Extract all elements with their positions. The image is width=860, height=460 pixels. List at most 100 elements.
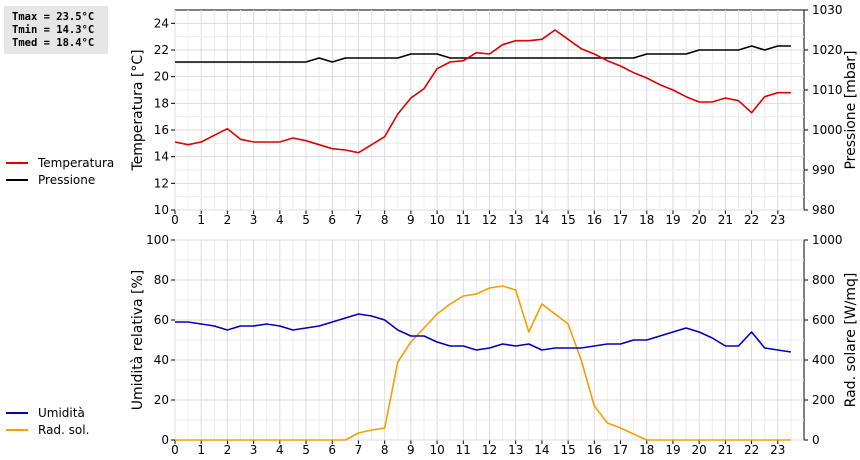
top-ytick-left-label: 18 [154, 96, 169, 110]
bottom-xtick-label: 5 [302, 443, 310, 457]
top-ytick-left-label: 16 [154, 123, 169, 137]
top-xtick-label: 2 [224, 213, 232, 227]
top-xtick-label: 4 [276, 213, 284, 227]
bottom-xtick-label: 10 [429, 443, 444, 457]
top-xtick-label: 14 [534, 213, 549, 227]
bottom-xtick-label: 16 [587, 443, 602, 457]
bottom-xtick-label: 0 [171, 443, 179, 457]
bottom-series-rad-sol- [175, 285, 791, 441]
top-ytick-right-label: 980 [812, 203, 835, 217]
bottom-xtick-label: 18 [639, 443, 654, 457]
legend-label-temperatura: Temperatura [38, 155, 115, 170]
bottom-ytick-left-label: 20 [154, 393, 169, 407]
legend-swatch-pressione [6, 178, 28, 181]
top-ytick-left-label: 20 [154, 70, 169, 84]
top-xtick-label: 23 [770, 213, 785, 227]
bottom-ylabel-left: Umidità relativa [%] [130, 270, 146, 411]
top-ylabel-left: Temperatura [°C] [130, 49, 146, 171]
legend-label-umidita: Umidità [38, 405, 85, 420]
bottom-xtick-label: 4 [276, 443, 284, 457]
bottom-xtick-label: 8 [381, 443, 389, 457]
bottom-ytick-right-label: 1000 [812, 233, 843, 247]
top-ylabel-right: Pressione [mbar] [843, 50, 859, 169]
bottom-ytick-right-label: 400 [812, 353, 835, 367]
legend-item-rad-sol: Rad. sol. [6, 421, 89, 438]
bottom-xtick-label: 22 [744, 443, 759, 457]
top-xtick-label: 19 [665, 213, 680, 227]
bottom-xtick-label: 3 [250, 443, 258, 457]
top-xtick-label: 6 [328, 213, 336, 227]
bottom-xtick-label: 21 [718, 443, 733, 457]
top-ytick-right-label: 1020 [812, 43, 843, 57]
legend-label-rad-sol: Rad. sol. [38, 422, 90, 437]
bottom-ylabel-right: Rad. solare [W/mq] [843, 273, 859, 408]
legend-swatch-temperatura [6, 161, 28, 164]
bottom-xtick-label: 20 [692, 443, 707, 457]
top-series-pressione [175, 45, 791, 63]
bottom-xtick-label: 7 [355, 443, 363, 457]
stats-box: Tmax = 23.5°C Tmin = 14.3°C Tmed = 18.4°… [4, 6, 108, 54]
top-ytick-right-label: 1000 [812, 123, 843, 137]
bottom-xtick-label: 6 [328, 443, 336, 457]
bottom-ytick-left-label: 100 [146, 233, 169, 247]
top-ytick-left-label: 12 [154, 176, 169, 190]
bottom-xtick-label: 12 [482, 443, 497, 457]
bottom-ytick-right-label: 600 [812, 313, 835, 327]
top-ytick-right-label: 1010 [812, 83, 843, 97]
legend-swatch-rad-sol [6, 428, 28, 431]
top-xtick-label: 1 [197, 213, 205, 227]
bottom-ytick-right-label: 200 [812, 393, 835, 407]
bottom-xtick-label: 17 [613, 443, 628, 457]
bottom-xtick-label: 2 [224, 443, 232, 457]
stat-tmax: Tmax = 23.5°C [12, 11, 95, 23]
bottom-ytick-left-label: 60 [154, 313, 169, 327]
top-ytick-right-label: 1030 [812, 3, 843, 17]
bottom-ytick-right-label: 800 [812, 273, 835, 287]
bottom-xtick-label: 23 [770, 443, 785, 457]
top-xtick-label: 5 [302, 213, 310, 227]
top-xtick-label: 3 [250, 213, 258, 227]
legend-label-pressione: Pressione [38, 172, 96, 187]
top-ytick-left-label: 24 [154, 16, 169, 30]
bottom-xtick-label: 1 [197, 443, 205, 457]
top-xtick-label: 11 [456, 213, 471, 227]
top-ytick-right-label: 990 [812, 163, 835, 177]
top-xtick-label: 17 [613, 213, 628, 227]
legend-item-umidita: Umidità [6, 404, 89, 421]
top-series-temperatura [174, 29, 791, 154]
top-ytick-left-label: 14 [154, 150, 169, 164]
top-xtick-label: 0 [171, 213, 179, 227]
top-ytick-left-label: 22 [154, 43, 169, 57]
bottom-xtick-label: 14 [534, 443, 549, 457]
top-xtick-label: 10 [429, 213, 444, 227]
stat-tmed: Tmed = 18.4°C [12, 37, 95, 49]
bottom-xtick-label: 19 [665, 443, 680, 457]
legend-bottom-chart: Umidità Rad. sol. [6, 404, 89, 438]
legend-item-temperatura: Temperatura [6, 154, 114, 171]
stat-tmin: Tmin = 14.3°C [12, 24, 95, 36]
top-xtick-label: 12 [482, 213, 497, 227]
top-ytick-left-label: 10 [154, 203, 169, 217]
bottom-xtick-label: 15 [560, 443, 575, 457]
legend-swatch-umidita [6, 411, 28, 414]
top-xtick-label: 20 [692, 213, 707, 227]
top-xtick-label: 8 [381, 213, 389, 227]
chart-humidity-radiation: 0 1 2 3 4 5 6 7 8 9 10 11 12 13 14 15 16 17 18 19 20 21 22 2302… [130, 233, 859, 457]
bottom-ytick-right-label: 0 [812, 433, 820, 447]
top-xtick-label: 13 [508, 213, 523, 227]
legend-item-pressione: Pressione [6, 171, 114, 188]
bottom-ytick-left-label: 80 [154, 273, 169, 287]
top-xtick-label: 15 [560, 213, 575, 227]
top-xtick-label: 9 [407, 213, 415, 227]
top-xtick-label: 7 [355, 213, 363, 227]
top-xtick-label: 22 [744, 213, 759, 227]
top-xtick-label: 21 [718, 213, 733, 227]
chart-temperature-pressure: 0 1 2 3 4 5 6 7 8 9 10 11 12 13 14 15 16 17 18 19 20 21 22 2310… [130, 3, 859, 227]
bottom-xtick-label: 9 [407, 443, 415, 457]
bottom-ytick-left-label: 40 [154, 353, 169, 367]
bottom-series-umidit- [175, 313, 792, 353]
bottom-xtick-label: 11 [456, 443, 471, 457]
bottom-xtick-label: 13 [508, 443, 523, 457]
bottom-ytick-left-label: 0 [161, 433, 169, 447]
